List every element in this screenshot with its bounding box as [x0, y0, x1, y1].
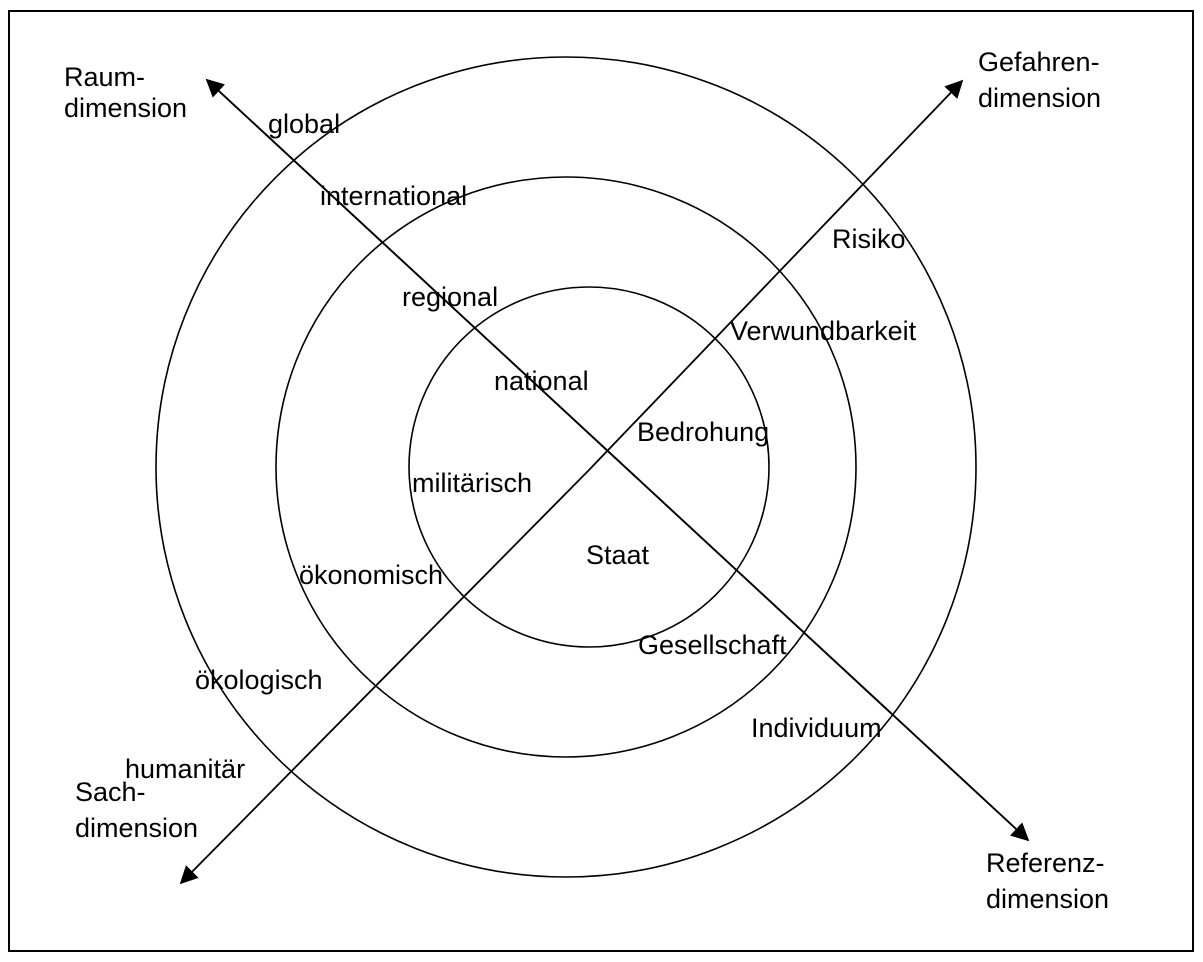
level-regional: regional — [402, 282, 498, 312]
axis-label-sach: dimension — [75, 813, 198, 843]
level-staat: Staat — [586, 540, 650, 570]
middle-ring — [275, 176, 857, 758]
level-verwundbarkeit: Verwundbarkeit — [730, 316, 917, 346]
level-individuum: Individuum — [751, 713, 882, 743]
axis-label-gefahren: Gefahren- — [978, 47, 1100, 77]
level-militaerisch: militärisch — [412, 468, 532, 498]
axis-label-referenz: Referenz- — [986, 848, 1105, 878]
level-global: global — [268, 109, 340, 139]
level-national: national — [494, 366, 589, 396]
level-bedrohung: Bedrohung — [637, 417, 769, 447]
level-oekonomisch: ökonomisch — [299, 560, 443, 590]
level-risiko: Risiko — [832, 224, 906, 254]
axis-label-raum: dimension — [64, 93, 187, 123]
axis-gefahren — [588, 79, 964, 471]
axis-referenz-arrow — [206, 79, 1030, 842]
level-international: international — [320, 181, 467, 211]
level-gesellschaft: Gesellschaft — [638, 630, 787, 660]
axis-label-referenz: dimension — [986, 884, 1109, 914]
axis-label-sach: Sach- — [75, 777, 146, 807]
outer-ring — [155, 56, 977, 878]
level-humanitaer: humanitär — [125, 754, 245, 784]
axis-label-gefahren: dimension — [978, 83, 1101, 113]
inner-ring — [408, 286, 770, 648]
frame-border — [8, 10, 1194, 952]
axis-label-raum: Raum- — [64, 62, 145, 92]
level-oekologisch: ökologisch — [195, 665, 323, 695]
axis-sach — [179, 469, 590, 885]
